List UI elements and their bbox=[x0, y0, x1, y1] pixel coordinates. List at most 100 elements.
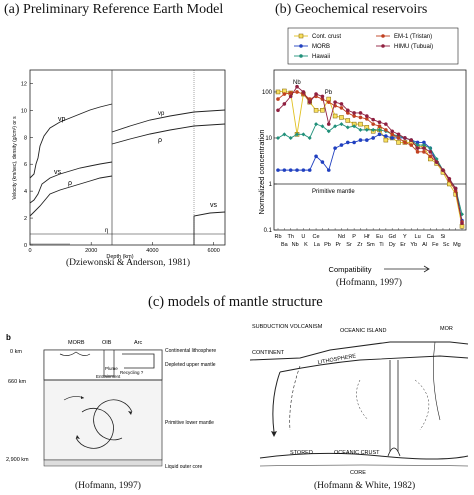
data-point bbox=[396, 132, 401, 137]
geochem-xtick-bottom: Fe bbox=[432, 242, 438, 248]
legend-label: Hawaii bbox=[312, 54, 330, 60]
label-entrainment: Entrainment bbox=[96, 374, 121, 379]
data-point bbox=[352, 111, 356, 115]
data-point bbox=[320, 94, 325, 99]
prem-label-eta: η bbox=[105, 228, 108, 234]
data-point bbox=[313, 108, 319, 113]
data-point bbox=[383, 137, 389, 143]
data-point bbox=[339, 143, 344, 147]
data-point bbox=[276, 135, 280, 140]
data-point bbox=[415, 150, 420, 154]
prem-label-rho-mantle: ρ bbox=[68, 180, 72, 187]
prem-chart: vp vs ρ vp ρ vs η 0 2 4 6 8 10 12 0 2000 4000 600… bbox=[12, 69, 226, 260]
data-point bbox=[301, 90, 306, 94]
data-point bbox=[428, 150, 433, 154]
data-point bbox=[358, 111, 363, 115]
geochem-xtick-top: P bbox=[352, 234, 356, 240]
label-lithosphere: LITHOSPHERE bbox=[317, 353, 357, 366]
data-point bbox=[332, 113, 338, 119]
data-point bbox=[396, 140, 401, 145]
annotation-nb: Nb bbox=[293, 80, 301, 86]
prem-xtick-label: 4000 bbox=[146, 248, 158, 254]
caption-prem: (Dziewonski & Anderson, 1981) bbox=[66, 258, 191, 268]
data-point bbox=[320, 108, 325, 113]
geochem-ytick-label: 0.1 bbox=[264, 228, 273, 234]
prem-label-vs-core: vs bbox=[210, 202, 218, 209]
layered-mantle-diagram: b 0 km 660 km 2,900 km MORB OIB Arc Plum… bbox=[6, 333, 216, 470]
data-point bbox=[326, 100, 331, 104]
data-point bbox=[314, 122, 319, 127]
geochem-xtick-top: Si bbox=[441, 234, 446, 240]
data-point bbox=[295, 84, 299, 89]
data-point bbox=[441, 168, 445, 172]
plume-recycling-diagram: SUBDUCTION VOLCANISM OCEANIC ISLAND MOR … bbox=[249, 324, 469, 476]
geochem-xtick-bottom: Mg bbox=[453, 242, 461, 248]
data-point bbox=[415, 143, 420, 148]
data-point bbox=[339, 106, 344, 110]
data-point bbox=[352, 140, 356, 145]
data-point bbox=[384, 128, 388, 132]
title-geochem: (b) Geochemical reservoirs bbox=[275, 2, 428, 17]
prem-xtick-label: 0 bbox=[28, 248, 31, 254]
prem-label-vp-core: vp bbox=[158, 111, 165, 117]
prem-xtick-label: 2000 bbox=[85, 248, 97, 254]
data-point bbox=[295, 90, 299, 94]
prem-ytick-label: 6 bbox=[24, 162, 27, 168]
data-point bbox=[339, 115, 344, 120]
data-point bbox=[390, 132, 395, 137]
data-point bbox=[326, 122, 331, 126]
label-mor: MOR bbox=[440, 326, 453, 332]
data-point bbox=[453, 186, 458, 191]
prem-ytick-label: 12 bbox=[21, 81, 27, 87]
geochem-xtick-top: Y bbox=[403, 234, 407, 240]
data-point bbox=[288, 135, 293, 140]
data-point bbox=[276, 168, 280, 172]
geochem-xtick-bottom: Sr bbox=[346, 242, 352, 248]
data-point bbox=[371, 122, 375, 126]
data-point bbox=[320, 124, 325, 129]
data-point bbox=[352, 114, 356, 118]
data-point bbox=[314, 92, 318, 96]
label-stored: STORED bbox=[290, 450, 313, 456]
data-point bbox=[371, 136, 375, 140]
legend-label: HIMU (Tubuai) bbox=[394, 44, 433, 50]
data-point bbox=[384, 122, 388, 126]
data-point bbox=[415, 140, 420, 145]
geochem-xtick-bottom: La bbox=[314, 242, 321, 248]
geochem-xtick-bottom: K bbox=[304, 242, 308, 248]
label-depleted-upper-mantle: Depleted upper mantle bbox=[165, 362, 216, 368]
data-point bbox=[288, 168, 293, 172]
data-point bbox=[365, 138, 369, 142]
data-point bbox=[282, 168, 287, 172]
geochem-xtick-bottom: Ti bbox=[379, 242, 383, 248]
legend-marker bbox=[299, 44, 303, 48]
prem-ytick-label: 8 bbox=[24, 135, 27, 141]
label-subduction-volcanism-text: SUBDUCTION VOLCANISM bbox=[252, 324, 323, 330]
data-point bbox=[288, 94, 293, 99]
data-point bbox=[409, 143, 414, 147]
data-point bbox=[345, 111, 350, 115]
data-point bbox=[377, 124, 382, 129]
geochem-ytick-label: 100 bbox=[262, 90, 273, 96]
series-line bbox=[277, 123, 463, 215]
data-point bbox=[333, 124, 338, 129]
data-point bbox=[415, 146, 420, 150]
data-point bbox=[333, 146, 337, 150]
data-point bbox=[371, 127, 376, 132]
geochem-xtick-bottom: Er bbox=[400, 242, 406, 248]
data-point bbox=[295, 132, 300, 137]
prem-label-vs-mantle: vs bbox=[54, 169, 62, 176]
data-point bbox=[358, 138, 363, 142]
geochem-chart: Primitive mantle Cont. crust MORB Hawaii EM… bbox=[257, 27, 467, 274]
prem-xlabel: Depth (km) bbox=[106, 254, 133, 260]
depth-label-2900: 2,900 km bbox=[6, 457, 29, 463]
prem-label-vp-mantle: vp bbox=[58, 116, 66, 123]
geochem-xtick-top: Ca bbox=[427, 234, 435, 240]
data-point bbox=[377, 120, 382, 125]
prem-ytick-label: 2 bbox=[24, 216, 27, 222]
label-plume: Plume bbox=[105, 366, 118, 371]
data-point bbox=[428, 154, 433, 159]
data-point bbox=[371, 117, 375, 122]
prem-xtick-label: 6000 bbox=[208, 248, 220, 254]
data-point bbox=[345, 140, 350, 145]
